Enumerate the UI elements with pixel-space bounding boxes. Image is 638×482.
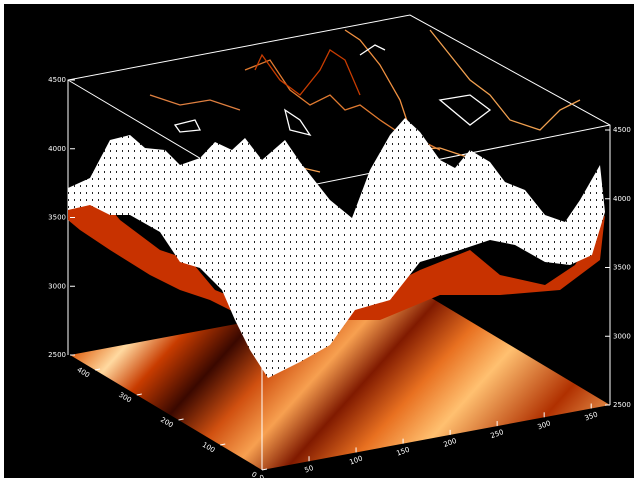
y-tick (220, 443, 226, 446)
z-tick-label: 3500 (613, 264, 631, 272)
y-tick (261, 468, 268, 471)
y-tick (136, 393, 142, 396)
z-tick-label: 2500 (613, 401, 631, 409)
z-tick-label: 3500 (48, 214, 66, 222)
z-tick-label: 4000 (613, 195, 631, 203)
y-tick (94, 368, 101, 371)
y-tick (178, 418, 184, 421)
z-tick-label: 4500 (48, 76, 66, 84)
surface-shadow (68, 190, 605, 330)
x-tick-label: 0 (259, 473, 266, 482)
x-tick-label: 50 (303, 464, 314, 475)
z-tick-label: 3000 (48, 282, 66, 290)
z-tick-label: 3000 (613, 332, 631, 340)
z-tick-label: 2500 (48, 351, 66, 359)
floor-heatmap (70, 290, 610, 470)
y-tick-label: 0 (250, 470, 258, 479)
surface (68, 118, 605, 378)
z-tick-label: 4000 (48, 145, 66, 153)
z-tick-label: 4500 (613, 126, 631, 134)
